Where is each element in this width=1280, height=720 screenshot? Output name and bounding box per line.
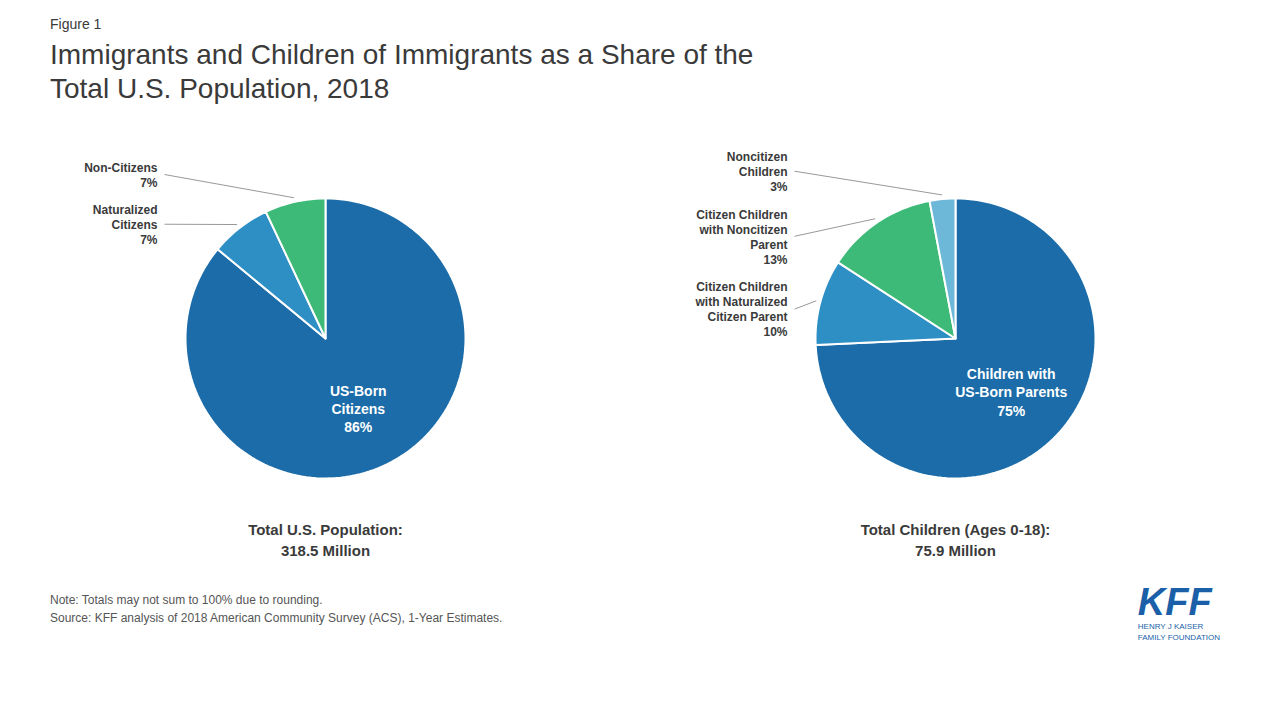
- svg-text:Non-Citizens7%: Non-Citizens7%: [84, 161, 158, 190]
- svg-text:Total U.S. Population:318.5 Mi: Total U.S. Population:318.5 Million: [248, 522, 403, 560]
- html-text:KFF: KFF: [1137, 581, 1212, 624]
- html-text:Immigrants and Children of Imm: Immigrants and Children of Immigrants as…: [50, 39, 754, 104]
- svg-text:Citizen Childrenwith Noncitize: Citizen Childrenwith NoncitizenParent13%: [696, 208, 788, 267]
- svg-text:Citizen Childrenwith Naturaliz: Citizen Childrenwith NaturalizedCitizen …: [694, 281, 787, 340]
- svg-text:NoncitizenChildren3%: NoncitizenChildren3%: [727, 150, 788, 194]
- html-text:Source: KFF analysis of 2018 A: Source: KFF analysis of 2018 American Co…: [50, 611, 503, 626]
- html-text:HENRY J KAISER FAMILY FOUNDATI: HENRY J KAISER FAMILY FOUNDATION: [1137, 622, 1220, 643]
- svg-text:NaturalizedCitizens7%: NaturalizedCitizens7%: [93, 203, 158, 247]
- html-text:Figure 1: Figure 1: [50, 16, 102, 32]
- svg-text:US-BornCitizens86%: US-BornCitizens86%: [330, 383, 387, 435]
- svg-text:Children withUS-Born Parents75: Children withUS-Born Parents75%: [955, 366, 1067, 418]
- svg-text:Total Children (Ages 0-18):75.: Total Children (Ages 0-18):75.9 Million: [861, 522, 1051, 560]
- html-text:Note: Totals may not sum to 10: Note: Totals may not sum to 100% due to …: [50, 593, 323, 608]
